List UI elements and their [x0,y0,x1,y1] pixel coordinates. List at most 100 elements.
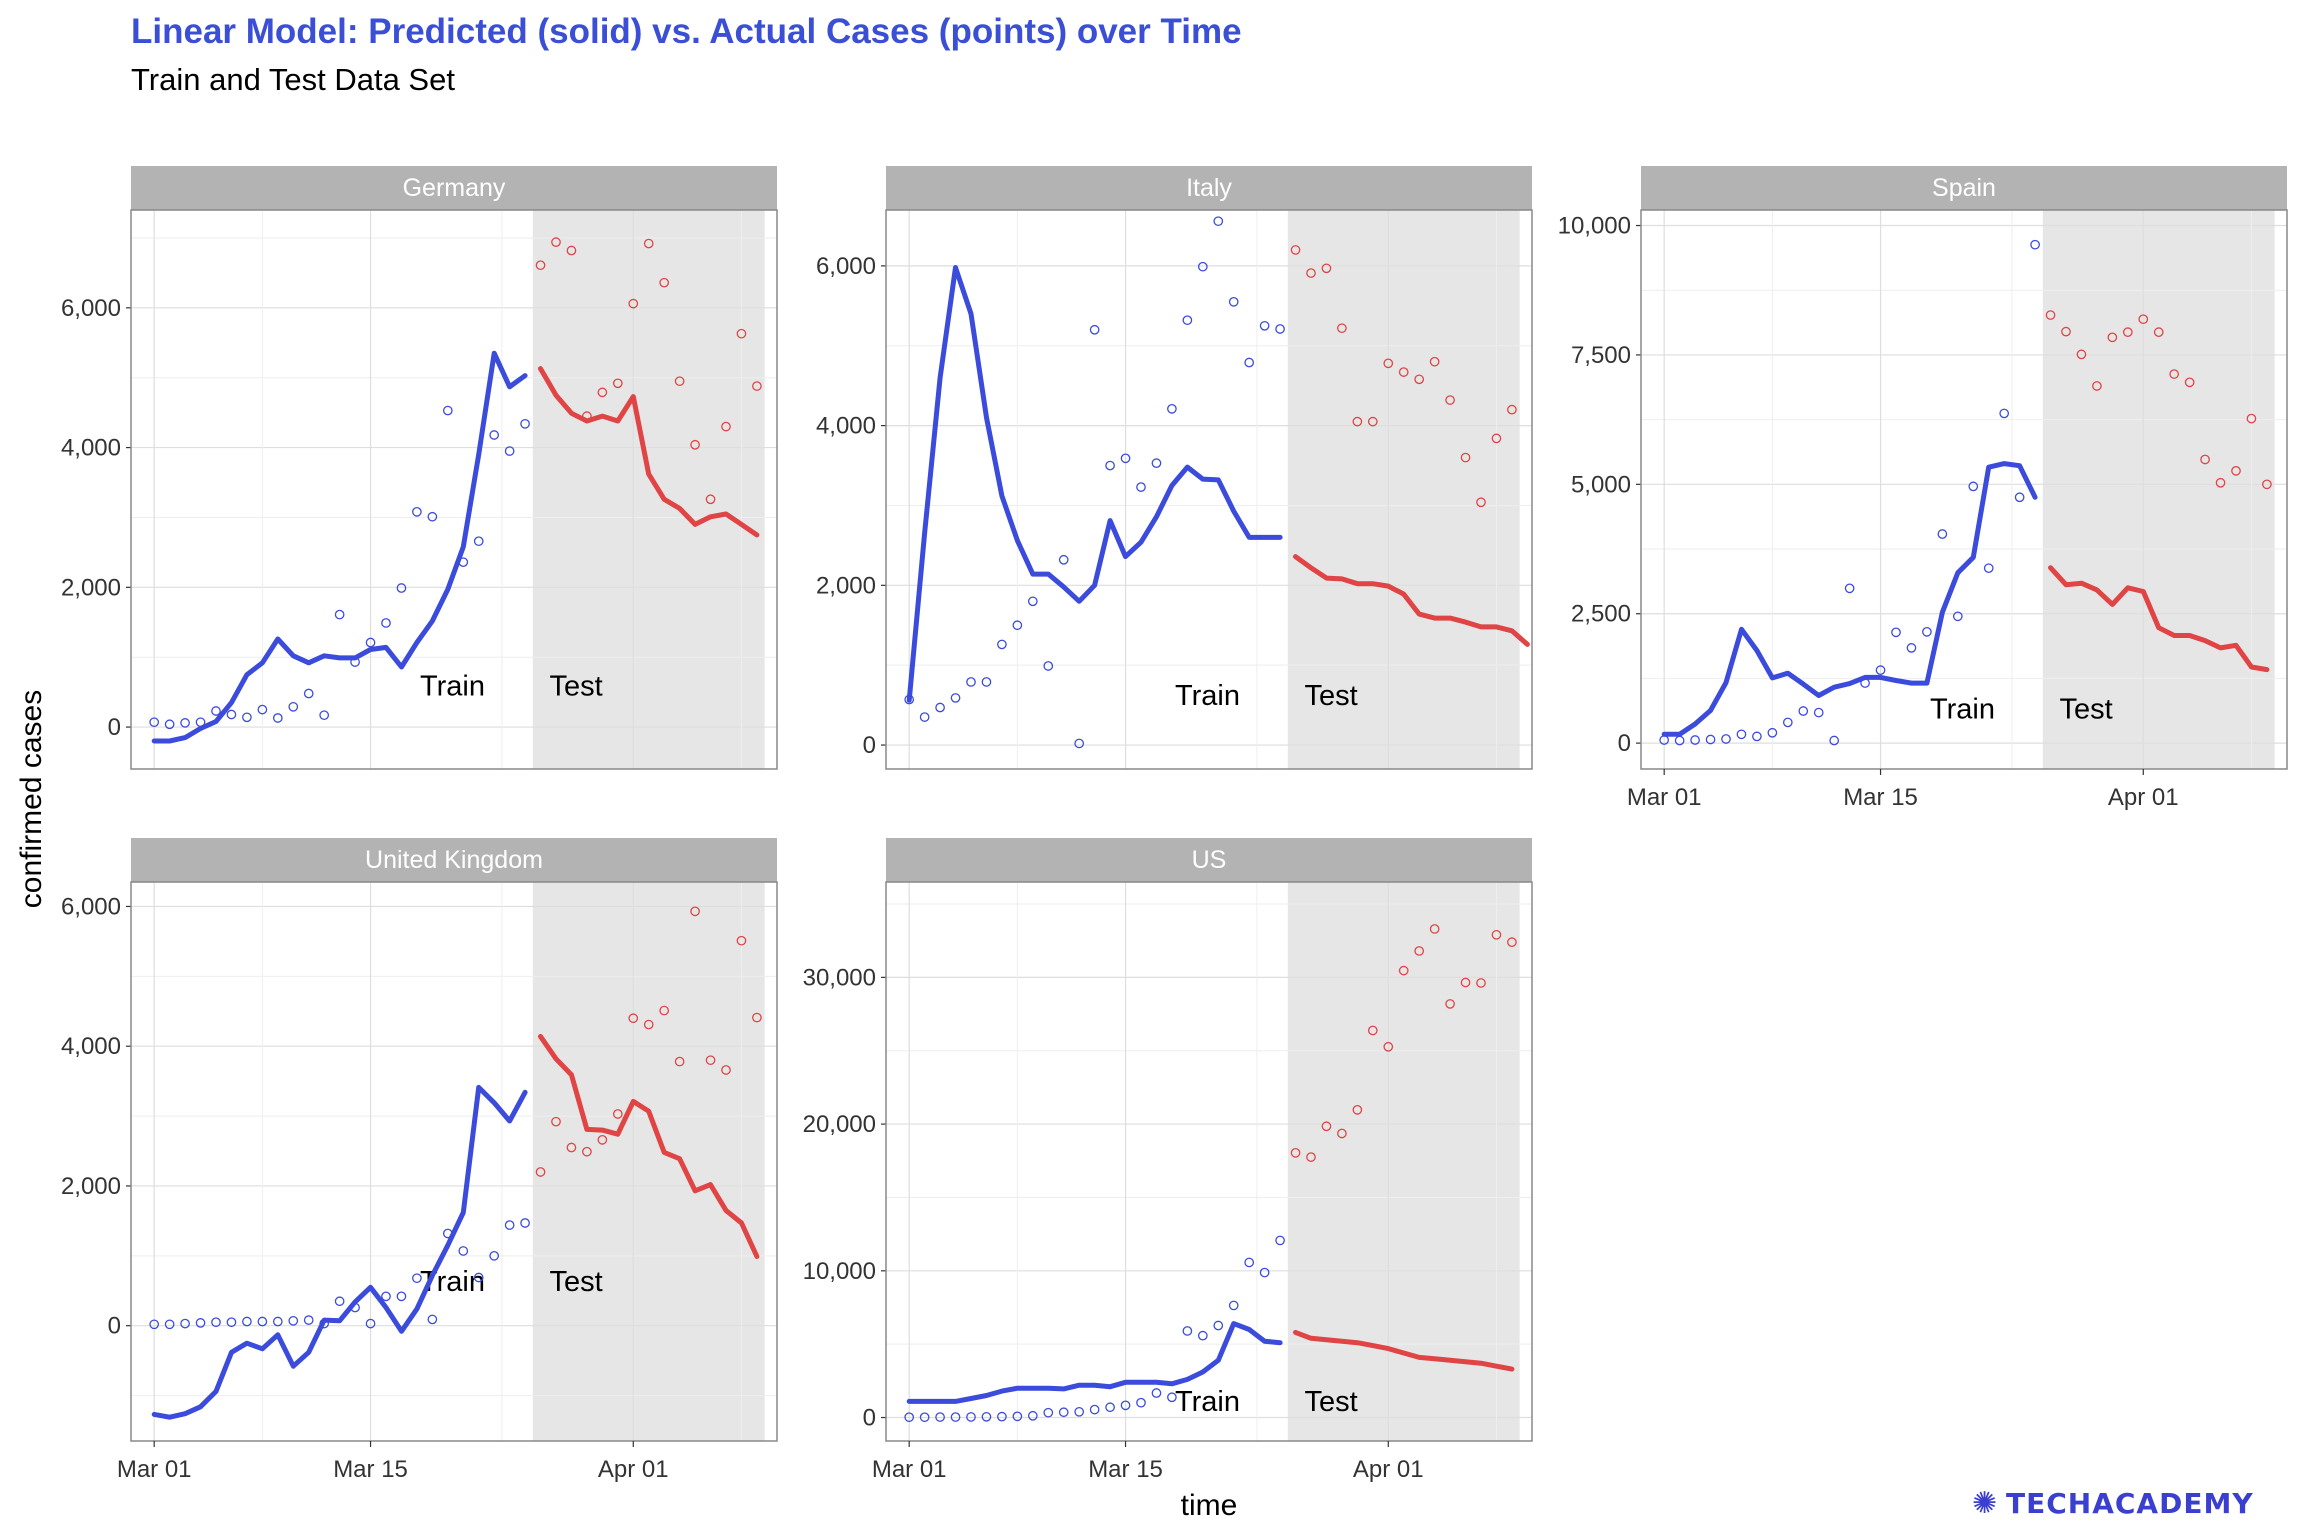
actual-point-train [904,694,915,705]
actual-point-train [1089,324,1100,335]
brand-logo-text: TECHACADEMY [2006,1487,2254,1520]
actual-point-train [1012,1411,1023,1422]
actual-point-train [1736,729,1747,740]
actual-point-train [489,430,500,440]
actual-point-test [612,1109,623,1119]
actual-point-train [1197,1330,1208,1341]
y-tick-label: 2,500 [1571,601,1631,628]
actual-point-test [2061,326,2071,337]
test-region [532,882,765,1441]
actual-point-train [257,704,268,715]
y-tick-label: 4,000 [816,413,876,440]
actual-point-train [427,1314,438,1325]
actual-point-train [211,706,221,716]
x-tick-label: Apr 01 [598,1456,669,1483]
actual-point-test [1337,1128,1347,1139]
y-tick-label: 10,000 [1558,213,1631,240]
actual-point-train [1829,735,1840,746]
y-tick-label: 0 [1618,730,1631,757]
actual-point-test [690,906,700,917]
actual-point-test [643,238,654,249]
y-tick-label: 4,000 [61,1033,121,1060]
actual-point-train [1922,626,1932,637]
actual-point-test [659,277,670,288]
actual-point-train [520,418,530,429]
actual-point-test [736,328,747,339]
actual-point-train [1906,643,1917,653]
actual-point-test [752,1012,762,1023]
actual-point-test [597,387,608,398]
predicted-line-train [906,1321,1283,1404]
actual-point-test [1491,433,1502,444]
y-tick-label: 4,000 [61,435,121,462]
actual-point-train [1999,408,2010,419]
actual-point-train [226,709,237,720]
actual-point-test [1398,965,1409,976]
actual-point-test [1445,999,1455,1009]
facet-strip-label: Germany [403,174,506,202]
actual-point-train [1058,554,1069,565]
actual-point-train [1136,482,1146,492]
annotation-test: Test [549,671,602,703]
actual-point-test [1414,374,1425,385]
actual-point-train [1968,481,1979,492]
actual-point-test [1414,946,1425,956]
actual-point-train [1120,1400,1131,1411]
actual-point-train [242,712,252,723]
actual-point-test [597,1134,608,1145]
x-tick-label: Mar 01 [872,1456,947,1483]
panel-italy: Italy 0 2,000 4,000 6,000 Train Test [816,166,1533,770]
actual-point-test [1321,1121,1332,1132]
facet-strip [131,166,777,210]
panel-border [885,209,1533,770]
actual-point-train [149,717,160,728]
panel-border [1640,209,2288,770]
actual-point-train [149,1319,160,1330]
test-region [1287,210,1520,769]
actual-point-train [1089,1404,1100,1415]
actual-point-train [288,701,299,712]
y-tick-label: 0 [108,714,121,741]
actual-point-train [1891,627,1901,638]
actual-point-test [1290,245,1301,255]
y-tick-label: 10,000 [803,1258,876,1285]
actual-point-test [1429,924,1440,934]
predicted-line-train [906,265,1283,703]
actual-point-train [303,688,314,699]
actual-point-train [1752,731,1762,742]
actual-point-train [365,637,376,648]
actual-point-train [1259,320,1270,331]
brand-logo-icon: ✺ [1972,1486,1997,1521]
actual-point-train [1690,735,1700,745]
facet-strip [886,166,1532,210]
predicted-line-test [2048,565,2270,673]
actual-point-train [1027,1410,1038,1421]
actual-point-test [551,1116,561,1127]
actual-point-train [427,511,438,522]
x-tick-label: Mar 15 [333,1456,408,1483]
test-region [532,210,765,769]
y-tick-label: 2,000 [61,1173,121,1200]
actual-point-test [2153,327,2164,338]
actual-point-test [1352,416,1363,427]
actual-point-train [1043,661,1054,671]
actual-point-test [705,494,716,505]
actual-point-test [566,245,577,256]
actual-point-train [1674,735,1685,746]
actual-point-train [211,1317,221,1328]
actual-point-train [1167,1392,1177,1403]
actual-point-test [1321,263,1332,274]
actual-point-train [1860,678,1870,688]
y-tick-label: 30,000 [803,964,876,991]
actual-point-train [1182,1326,1193,1336]
actual-point-train [396,583,407,593]
actual-point-train [226,1317,237,1328]
actual-point-test [2184,377,2195,388]
brand-logo: ✺ TECHACADEMY [1972,1486,2254,1521]
actual-point-train [1167,403,1177,414]
actual-point-train [1228,296,1239,307]
actual-point-train [334,1296,345,1307]
actual-point-train [1058,1407,1069,1418]
actual-point-train [350,1302,360,1313]
